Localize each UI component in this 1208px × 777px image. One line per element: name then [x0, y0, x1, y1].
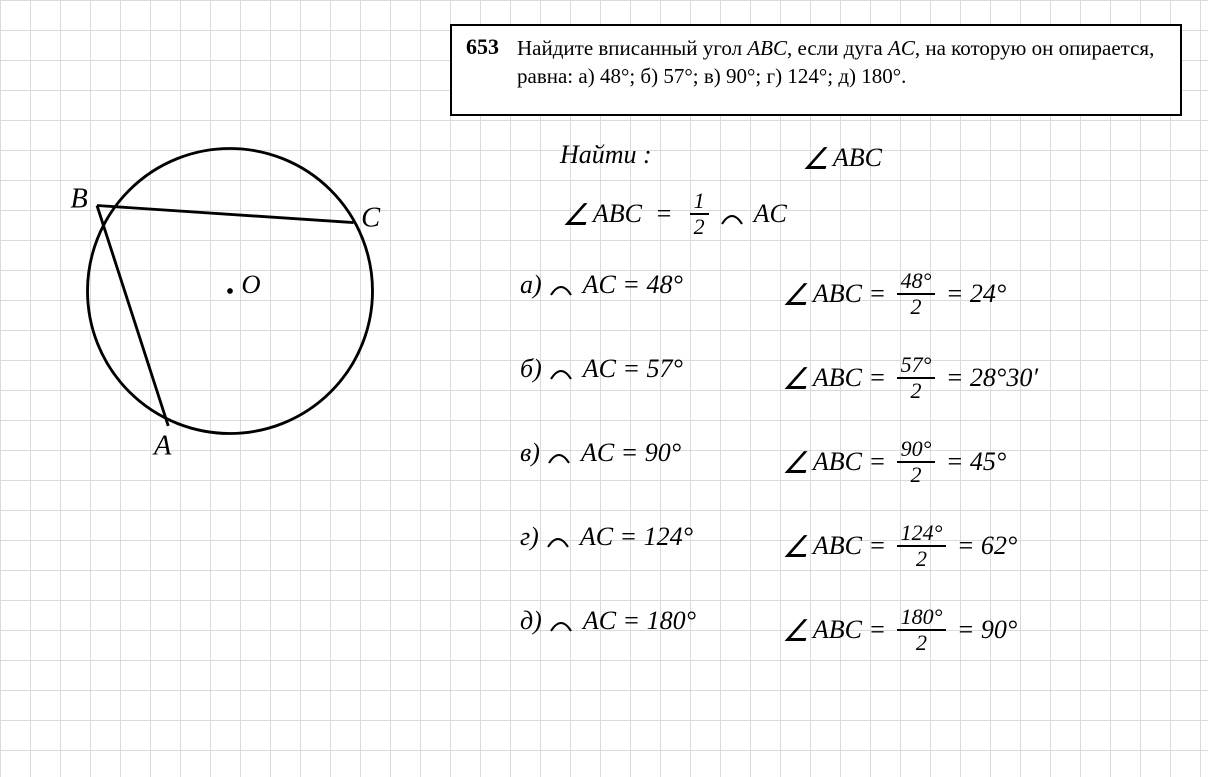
case-result-2: ∠ABC = 90°2 = 45° — [780, 440, 1006, 488]
frac-num: 90° — [897, 438, 936, 463]
frac-num: 124° — [897, 522, 947, 547]
arc-value: 90° — [645, 438, 681, 467]
result: 90° — [981, 615, 1017, 644]
frac-den: 2 — [897, 295, 936, 318]
frac-num: 180° — [897, 606, 947, 631]
find-label: Найти : — [560, 140, 652, 169]
frac-den: 2 — [897, 379, 936, 402]
case-arc-0: а) AC = 48° — [520, 272, 683, 298]
case-result-0: ∠ABC = 48°2 = 24° — [780, 272, 1006, 320]
geometry-diagram: O B C A — [40, 140, 420, 480]
problem-number: 653 — [466, 34, 499, 106]
arc-value: 124° — [644, 522, 693, 551]
arc-value: 48° — [646, 270, 682, 299]
label-b: B — [70, 183, 87, 214]
center-dot — [227, 288, 233, 294]
case-letter: д) — [520, 606, 542, 635]
problem-box: 653 Найдите вписанный угол ABC, если дуг… — [450, 24, 1182, 116]
case-letter: г) — [520, 522, 539, 551]
find-line-target: ∠ABC — [800, 142, 882, 172]
case-result-1: ∠ABC = 57°2 = 28°30′ — [780, 356, 1038, 404]
result: 24° — [970, 279, 1006, 308]
case-letter: в) — [520, 438, 540, 467]
case-arc-4: д) AC = 180° — [520, 608, 696, 634]
frac-num: 57° — [897, 354, 936, 379]
find-target: ABC — [833, 143, 882, 172]
case-letter: б) — [520, 354, 542, 383]
label-o: O — [241, 269, 260, 299]
case-letter: а) — [520, 270, 542, 299]
result: 28°30′ — [970, 363, 1038, 392]
frac-den: 2 — [897, 463, 936, 486]
case-result-4: ∠ABC = 180°2 = 90° — [780, 608, 1017, 656]
arc-value: 180° — [647, 606, 696, 635]
chord-ba — [97, 206, 168, 426]
case-result-3: ∠ABC = 124°2 = 62° — [780, 524, 1017, 572]
label-c: C — [361, 202, 381, 233]
theorem-line: ∠ABC = 12 AC — [560, 192, 787, 240]
result: 45° — [970, 447, 1006, 476]
case-arc-2: в) AC = 90° — [520, 440, 681, 466]
case-arc-3: г) AC = 124° — [520, 524, 693, 550]
frac-num: 48° — [897, 270, 936, 295]
result: 62° — [981, 531, 1017, 560]
case-arc-1: б) AC = 57° — [520, 356, 683, 382]
find-line-label: Найти : — [560, 142, 652, 168]
chord-bc — [97, 206, 354, 223]
frac-den: 2 — [897, 631, 947, 654]
frac-den: 2 — [897, 547, 947, 570]
problem-text: Найдите вписанный угол ABC, если дуга AC… — [517, 34, 1166, 106]
arc-value: 57° — [647, 354, 683, 383]
label-a: A — [152, 430, 172, 461]
